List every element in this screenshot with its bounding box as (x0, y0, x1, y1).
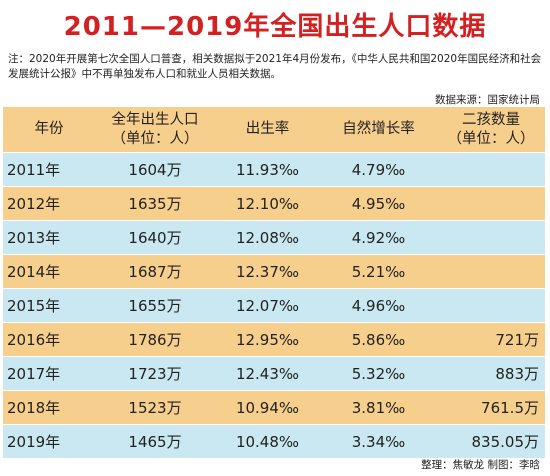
header-births-label: 全年出生人口 (111, 111, 199, 128)
table-row: 2015年 1655万 12.07‰ 4.96‰ (3, 289, 545, 323)
cell-growth-rate: 5.21‰ (351, 262, 406, 281)
table-row: 2019年 1465万 10.48‰ 3.34‰ 835.05万 (3, 425, 545, 459)
cell-growth-rate: 5.86‰ (351, 330, 406, 349)
header-year: 年份 (34, 121, 64, 137)
cell-year: 2019年 (7, 433, 61, 451)
table-row: 2011年 1604万 11.93‰ 4.79‰ (3, 153, 545, 187)
cell-birth-rate: 12.08‰ (235, 228, 300, 247)
table-row: 2013年 1640万 12.08‰ 4.92‰ (3, 221, 545, 255)
cell-births: 1523万 (128, 399, 182, 417)
cell-growth-rate: 3.81‰ (351, 398, 406, 417)
table-row: 2017年 1723万 12.43‰ 5.32‰ 883万 (3, 357, 545, 391)
header-second-child: 二孩数量 （单位：人） (437, 111, 545, 149)
cell-birth-rate: 12.37‰ (235, 262, 300, 281)
cell-births: 1687万 (128, 263, 182, 281)
cell-birth-rate: 12.07‰ (235, 296, 300, 315)
header-growth-rate: 自然增长率 (342, 121, 415, 137)
cell-year: 2015年 (7, 297, 61, 315)
cell-growth-rate: 4.95‰ (351, 194, 406, 213)
table-header-row: 年份 全年出生人口 （单位：人） 出生率 自然增长率 二孩数量 （单位：人） (3, 107, 545, 153)
cell-year: 2011年 (7, 161, 61, 179)
cell-growth-rate: 4.96‰ (351, 296, 406, 315)
birth-data-table: 年份 全年出生人口 （单位：人） 出生率 自然增长率 二孩数量 （单位：人） 2… (3, 107, 545, 459)
table-row: 2018年 1523万 10.94‰ 3.81‰ 761.5万 (3, 391, 545, 425)
cell-second-child: 761.5万 (481, 399, 539, 417)
cell-birth-rate: 10.48‰ (235, 432, 300, 451)
table-row: 2014年 1687万 12.37‰ 5.21‰ (3, 255, 545, 289)
cell-year: 2018年 (7, 399, 61, 417)
cell-growth-rate: 5.32‰ (351, 364, 406, 383)
table-row: 2016年 1786万 12.95‰ 5.86‰ 721万 (3, 323, 545, 357)
cell-births: 1465万 (128, 433, 182, 451)
credits: 整理：焦敏龙 制图：李晗 (421, 459, 540, 471)
table-body: 2011年 1604万 11.93‰ 4.79‰ 2012年 1635万 12.10‰ 4.9… (3, 153, 545, 459)
cell-birth-rate: 10.94‰ (235, 398, 300, 417)
data-source: 数据来源：国家统计局 (435, 94, 540, 106)
cell-births: 1635万 (128, 195, 182, 213)
cell-second-child: 835.05万 (471, 433, 540, 451)
cell-growth-rate: 3.34‰ (351, 432, 406, 451)
cell-second-child: 883万 (495, 365, 539, 383)
header-birth-rate: 出生率 (245, 121, 290, 137)
cell-second-child: 721万 (495, 331, 539, 349)
cell-growth-rate: 4.92‰ (351, 228, 406, 247)
cell-year: 2017年 (7, 365, 61, 383)
cell-birth-rate: 12.10‰ (235, 194, 300, 213)
header-births: 全年出生人口 （单位：人） (95, 111, 215, 149)
cell-growth-rate: 4.79‰ (351, 160, 406, 179)
cell-births: 1604万 (128, 161, 182, 179)
cell-birth-rate: 11.93‰ (235, 160, 300, 179)
page-title: 2011—2019年全国出生人口数据 (63, 12, 487, 42)
cell-birth-rate: 12.43‰ (235, 364, 300, 383)
cell-births: 1655万 (128, 297, 182, 315)
header-second-child-unit: （单位：人） (447, 130, 535, 147)
cell-births: 1786万 (128, 331, 182, 349)
header-second-child-label: 二孩数量 (462, 111, 520, 128)
cell-birth-rate: 12.95‰ (235, 330, 300, 349)
header-births-unit: （单位：人） (111, 130, 199, 147)
cell-births: 1723万 (128, 365, 182, 383)
cell-births: 1640万 (128, 229, 182, 247)
cell-year: 2013年 (7, 229, 61, 247)
footnote: 注：2020年开展第七次全国人口普查，相关数据拟于2021年4月份发布，《中华人… (8, 53, 542, 80)
cell-year: 2016年 (7, 331, 61, 349)
table-row: 2012年 1635万 12.10‰ 4.95‰ (3, 187, 545, 221)
cell-year: 2012年 (7, 195, 61, 213)
cell-year: 2014年 (7, 263, 61, 281)
